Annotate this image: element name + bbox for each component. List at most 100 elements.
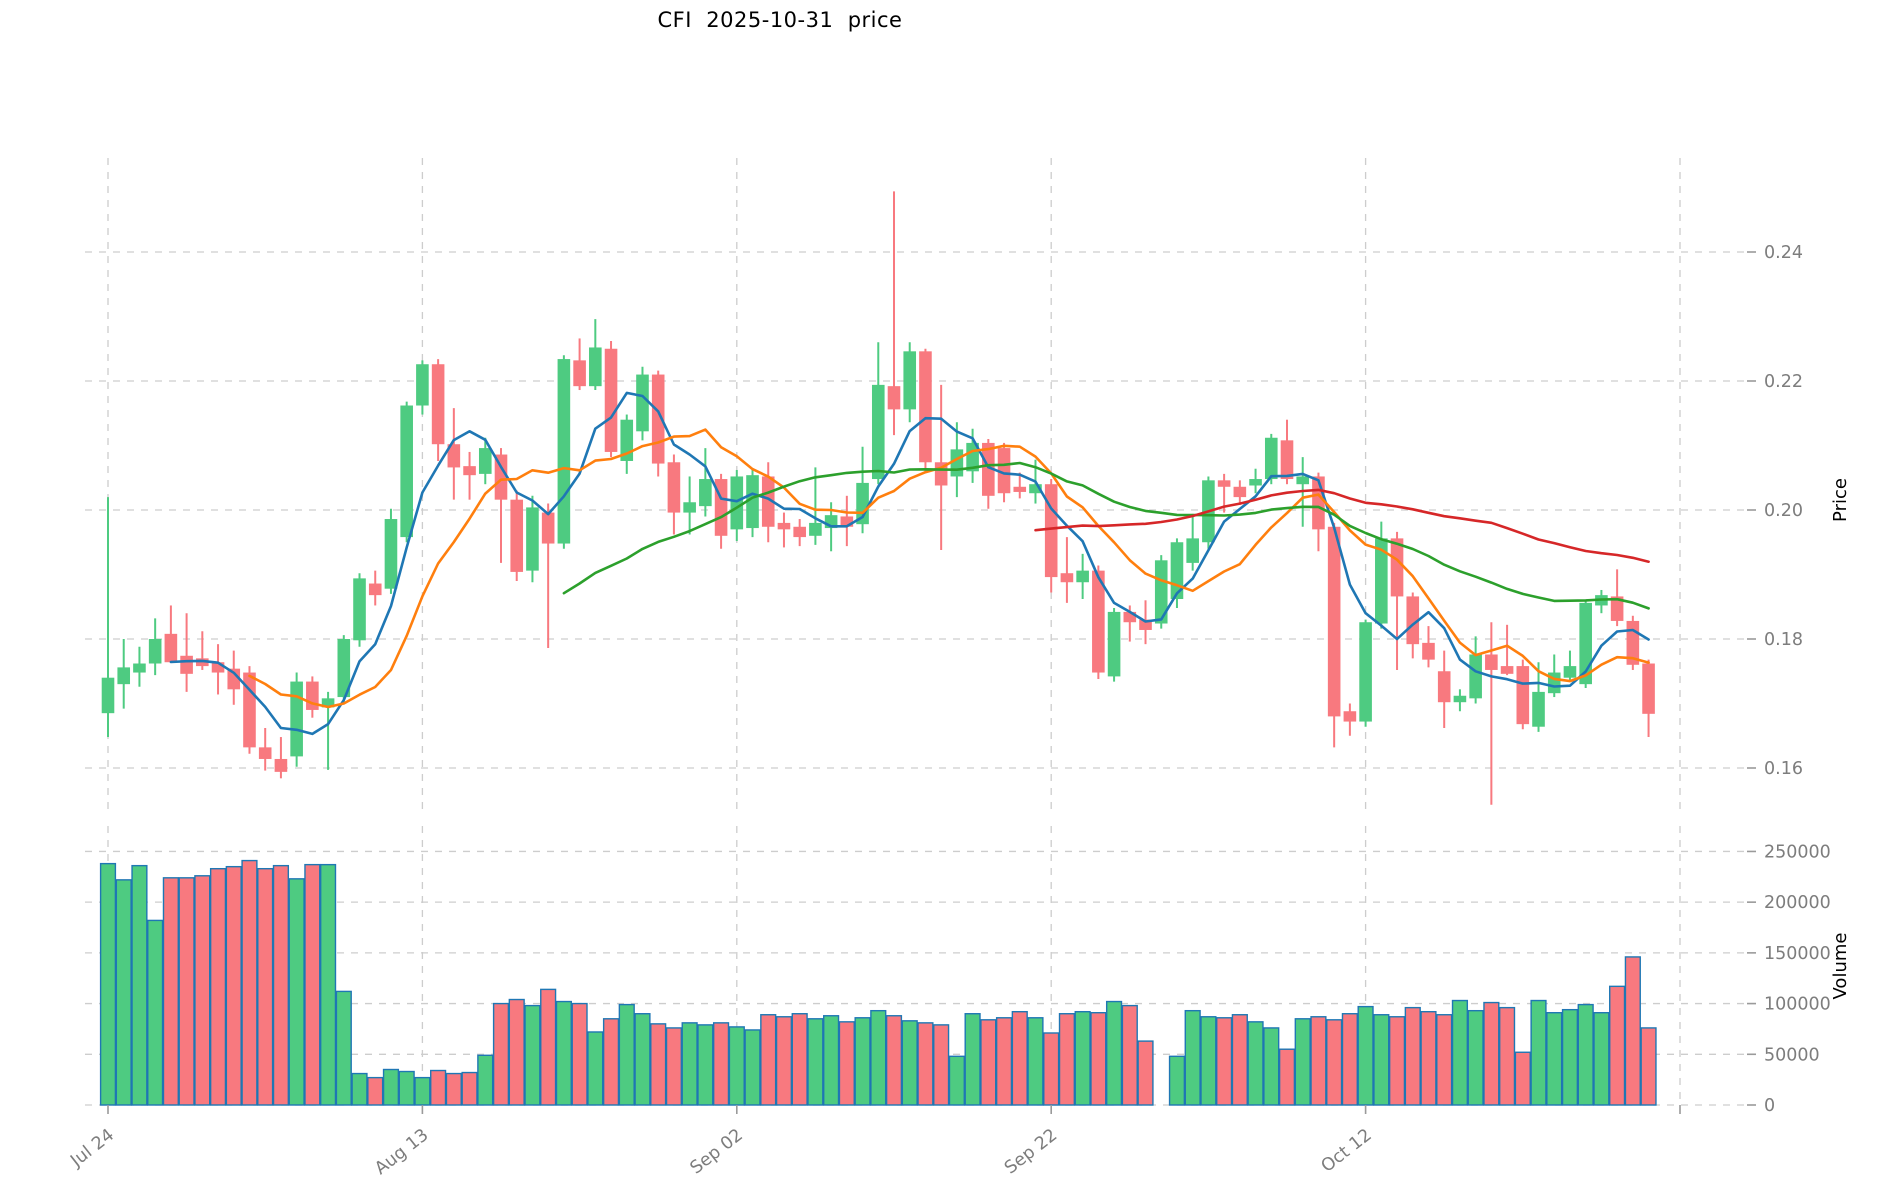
candle-body — [1013, 486, 1027, 492]
volume-bar — [555, 1000, 572, 1106]
volume-bar — [1184, 1009, 1201, 1106]
volume-bar — [650, 1023, 667, 1106]
candle-body — [730, 476, 744, 530]
volume-tick-label: 200000 — [1764, 893, 1831, 913]
volume-bar — [1326, 1019, 1343, 1106]
candle-body — [1264, 437, 1278, 480]
volume-bar — [964, 1013, 981, 1106]
candle-body — [541, 512, 555, 544]
candle-body — [809, 522, 822, 536]
candle-body — [117, 667, 131, 685]
candle-body — [196, 658, 209, 667]
candle-body — [636, 374, 649, 432]
candle-body — [1610, 596, 1624, 621]
volume-bar — [1278, 1048, 1296, 1106]
volume-bar — [791, 1013, 808, 1106]
candle-body — [840, 516, 854, 527]
candle-body — [903, 351, 917, 410]
volume-bar — [1373, 1014, 1390, 1106]
candle-body — [919, 351, 932, 463]
volume-bar — [948, 1055, 965, 1106]
candle-body — [1390, 538, 1404, 597]
x-tick-label: Oct 12 — [1318, 1125, 1376, 1177]
candle-body — [290, 681, 303, 757]
candle-body — [1280, 440, 1294, 480]
volume-bar — [414, 1076, 431, 1106]
candle-body — [243, 672, 256, 748]
candle-body — [416, 364, 429, 406]
candle-body — [1296, 476, 1310, 485]
volume-bar — [524, 1004, 541, 1106]
volume-tick-label: 100000 — [1764, 995, 1831, 1015]
volume-bar — [1310, 1016, 1327, 1106]
volume-tick-label: 150000 — [1764, 944, 1831, 964]
candle-body — [1516, 666, 1530, 725]
candle-body — [478, 448, 492, 474]
volume-bar — [1341, 1013, 1358, 1106]
candle-body — [431, 364, 445, 445]
volume-bar — [1624, 956, 1641, 1106]
volume-bar — [807, 1018, 824, 1106]
ma-line-ma60 — [1034, 488, 1650, 564]
volume-bar — [1420, 1010, 1437, 1106]
candle-body — [211, 662, 225, 673]
volume-bar — [147, 919, 164, 1106]
volume-bar — [1546, 1012, 1563, 1106]
candle-body — [164, 633, 178, 663]
candle-body — [1060, 573, 1074, 583]
candle-body — [1076, 570, 1089, 583]
candle-body — [793, 526, 806, 538]
volume-bar — [194, 875, 211, 1106]
volume-bar — [1388, 1016, 1406, 1106]
volume-bar — [1593, 1012, 1610, 1106]
moving-average-lines — [169, 391, 1650, 736]
ma-line-ma10 — [248, 428, 1650, 709]
volume-bar — [288, 878, 305, 1106]
volume-bar — [398, 1070, 415, 1106]
volume-bar — [1058, 1013, 1076, 1106]
volume-bar — [461, 1071, 478, 1106]
volume-bar — [1451, 999, 1469, 1106]
volume-bar — [319, 863, 337, 1106]
volume-bar — [304, 863, 321, 1106]
candle-body — [1186, 538, 1199, 563]
volume-bar — [885, 1015, 903, 1106]
volume-bar — [587, 1031, 604, 1106]
candle-body — [258, 747, 272, 759]
x-tick-label: Jul 24 — [66, 1125, 118, 1172]
x-tick-label: Sep 22 — [1001, 1125, 1061, 1178]
candle-body — [1563, 666, 1577, 678]
candle-body — [148, 639, 162, 664]
candle-body — [871, 384, 885, 480]
candle-body — [1249, 479, 1262, 486]
volume-bar — [1074, 1010, 1091, 1106]
candle-body — [1092, 570, 1105, 673]
candle-body — [133, 663, 146, 673]
candle-body — [463, 466, 476, 476]
volume-bar — [1011, 1010, 1028, 1106]
volume-bar — [1043, 1032, 1060, 1106]
candle-body — [982, 442, 995, 496]
candle-body — [761, 476, 775, 527]
candle-body — [1139, 619, 1152, 630]
candle-body — [1422, 642, 1435, 660]
candle-body — [1485, 654, 1498, 670]
volume-bar — [272, 864, 290, 1106]
volume-bar — [1609, 985, 1626, 1106]
volume-bar — [477, 1054, 494, 1106]
candle-body — [1500, 666, 1514, 674]
volume-bar — [823, 1015, 840, 1106]
volume-bar — [634, 1013, 651, 1106]
candle-body — [1469, 654, 1482, 699]
volume-bar — [178, 877, 195, 1106]
candle-body — [1154, 560, 1168, 624]
volume-bar — [681, 1022, 698, 1106]
volume-bar — [728, 1026, 745, 1106]
volume-bar — [571, 1002, 588, 1106]
volume-bar — [1640, 1027, 1657, 1106]
price-tick-label: 0.24 — [1764, 243, 1803, 263]
volume-bar — [1231, 1014, 1248, 1106]
volume-bar — [99, 862, 117, 1106]
volume-bar — [540, 988, 557, 1106]
candle-body — [1437, 671, 1451, 703]
